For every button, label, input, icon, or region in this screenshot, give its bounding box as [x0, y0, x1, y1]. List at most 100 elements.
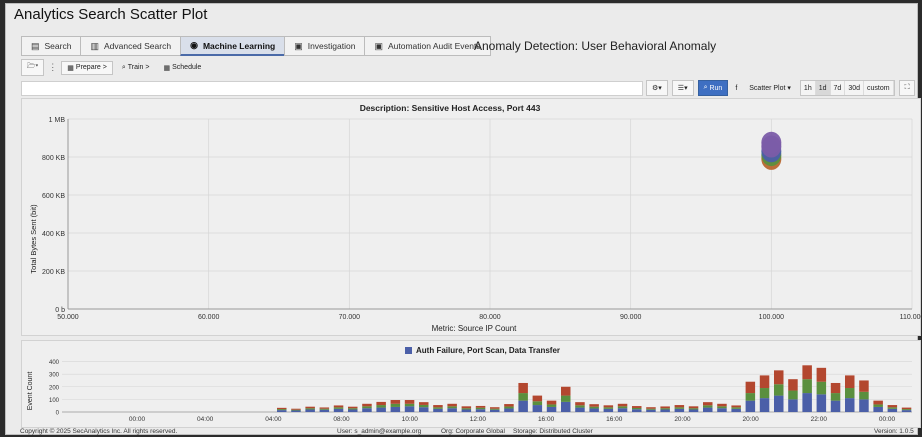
- histogram-bar: [660, 406, 670, 409]
- y-tick-label: 0 b: [55, 307, 65, 314]
- histogram-bar: [504, 406, 514, 409]
- histogram-bar: [901, 407, 912, 410]
- histogram-bar: [546, 404, 557, 407]
- histogram-bar: [830, 393, 841, 401]
- histogram-bar: [589, 404, 599, 407]
- tab-advanced-search[interactable]: ▥ Advanced Search: [80, 36, 182, 56]
- histogram-bar: [461, 406, 472, 409]
- histogram-bar: [703, 405, 713, 408]
- function-button[interactable]: f: [735, 84, 738, 92]
- prepare-step-button[interactable]: ▦ Prepare >: [61, 60, 113, 75]
- histogram-bar: [546, 400, 557, 405]
- x-tick-label: 90.000: [620, 314, 642, 321]
- x-tick-label: 100.000: [759, 314, 784, 321]
- histogram-bar: [774, 395, 784, 412]
- histogram-bar: [333, 405, 344, 408]
- x-tick-label: 110.000: [900, 314, 922, 321]
- histogram-bar: [546, 406, 557, 412]
- histogram-bar: [561, 395, 571, 402]
- histogram-bar: [561, 386, 571, 396]
- view-select[interactable]: Scatter Plot ▾: [744, 80, 796, 96]
- tab-label: Advanced Search: [103, 41, 172, 51]
- range-custom[interactable]: custom: [864, 81, 894, 95]
- expand-button[interactable]: ⛶: [898, 80, 916, 96]
- search-icon: ⌕: [121, 63, 126, 71]
- histogram-bar: [461, 408, 472, 410]
- histogram-bar: [816, 394, 827, 412]
- app-title: Analytics Search Scatter Plot: [14, 6, 208, 23]
- tab-investigation[interactable]: ▣ Investigation: [284, 36, 366, 56]
- histogram-bar: [688, 408, 699, 410]
- tab-search[interactable]: ▤ Search: [21, 36, 82, 56]
- histogram-bar: [617, 403, 628, 407]
- folder-dropdown-button[interactable]: 🗁▾: [21, 59, 45, 76]
- x-tick-label: 04:00: [197, 416, 214, 423]
- histogram-bar: [901, 409, 912, 411]
- tab-machine-learning[interactable]: ◉ Machine Learning: [180, 36, 286, 56]
- schedule-step-button[interactable]: ▦ Schedule: [159, 62, 207, 74]
- histogram-bar: [419, 404, 429, 408]
- histogram-bar: [674, 405, 685, 408]
- run-button[interactable]: ⌕ Run: [697, 80, 729, 96]
- histogram-bar: [774, 370, 784, 385]
- histogram-bar: [475, 405, 486, 408]
- clipboard-icon: ▣: [294, 40, 303, 51]
- settings-dropdown-button[interactable]: ⚙▾: [646, 80, 668, 96]
- histogram-bar: [873, 404, 883, 407]
- histogram-bar: [490, 408, 500, 410]
- range-30d[interactable]: 30d: [845, 81, 864, 95]
- y-tick-label: 300: [49, 373, 60, 379]
- histogram-bar: [433, 407, 443, 409]
- histogram-bar: [873, 400, 883, 405]
- range-1d[interactable]: 1d: [815, 81, 831, 95]
- tab-automation-audit-events[interactable]: ▣ Automation Audit Events: [364, 36, 491, 56]
- histogram-bar: [277, 409, 287, 411]
- histogram-bar: [362, 403, 372, 407]
- histogram-legend[interactable]: Auth Failure, Port Scan, Data Transfer: [416, 346, 560, 355]
- histogram-bar: [674, 407, 685, 409]
- histogram-bar: [887, 407, 898, 409]
- tab-label: Machine Learning: [202, 40, 276, 51]
- prepare-label: Prepare >: [75, 64, 107, 71]
- footer-version: Version: 1.0.5: [874, 428, 914, 435]
- histogram-bar: [490, 407, 500, 409]
- histogram-bar: [390, 403, 401, 407]
- histogram-bar: [319, 408, 330, 410]
- app-window: Analytics Search Scatter Plot ▤ Search ▥…: [5, 3, 922, 435]
- y-tick-label: 200 KB: [42, 269, 65, 276]
- histogram-bar: [617, 406, 628, 409]
- range-7d[interactable]: 7d: [830, 81, 846, 95]
- x-tick-label: 00:00: [879, 416, 896, 423]
- scatter-ylabel: Total Bytes Sent (bit): [29, 204, 38, 274]
- histogram-bar: [774, 384, 784, 396]
- list-icon: ☰▾: [677, 85, 688, 92]
- histogram-bar: [490, 409, 500, 412]
- histogram-bar: [603, 407, 614, 409]
- histogram-bar: [646, 408, 656, 410]
- histogram-bar: [333, 408, 344, 412]
- histogram-bar: [277, 407, 287, 410]
- x-tick-label: 04:00: [265, 416, 282, 423]
- query-input[interactable]: [21, 81, 643, 96]
- histogram-bar: [617, 408, 628, 412]
- more-icon[interactable]: ⋮: [48, 62, 58, 72]
- histogram-bar: [376, 405, 386, 408]
- histogram-bar: [589, 406, 599, 409]
- histogram-bar: [447, 408, 457, 412]
- train-step-button[interactable]: ⌕ Train >: [117, 62, 155, 74]
- y-tick-label: 0: [56, 411, 60, 417]
- histogram-bar: [830, 400, 841, 412]
- range-1h[interactable]: 1h: [800, 81, 816, 95]
- histogram-bar: [433, 408, 443, 412]
- scatter-panel: Description: Sensitive Host Access, Port…: [21, 98, 922, 336]
- x-tick-label: 10:00: [402, 416, 419, 423]
- x-tick-label: 70.000: [339, 314, 361, 321]
- histogram-bar: [859, 391, 869, 400]
- histogram-bar: [603, 408, 614, 412]
- scatter-chart: Description: Sensitive Host Access, Port…: [29, 103, 922, 333]
- tab-label: Investigation: [307, 41, 356, 51]
- histogram-bar: [419, 402, 429, 405]
- list-dropdown-button[interactable]: ☰▾: [671, 80, 694, 96]
- run-label: Run: [709, 84, 723, 92]
- calendar-icon: ▦: [163, 64, 171, 72]
